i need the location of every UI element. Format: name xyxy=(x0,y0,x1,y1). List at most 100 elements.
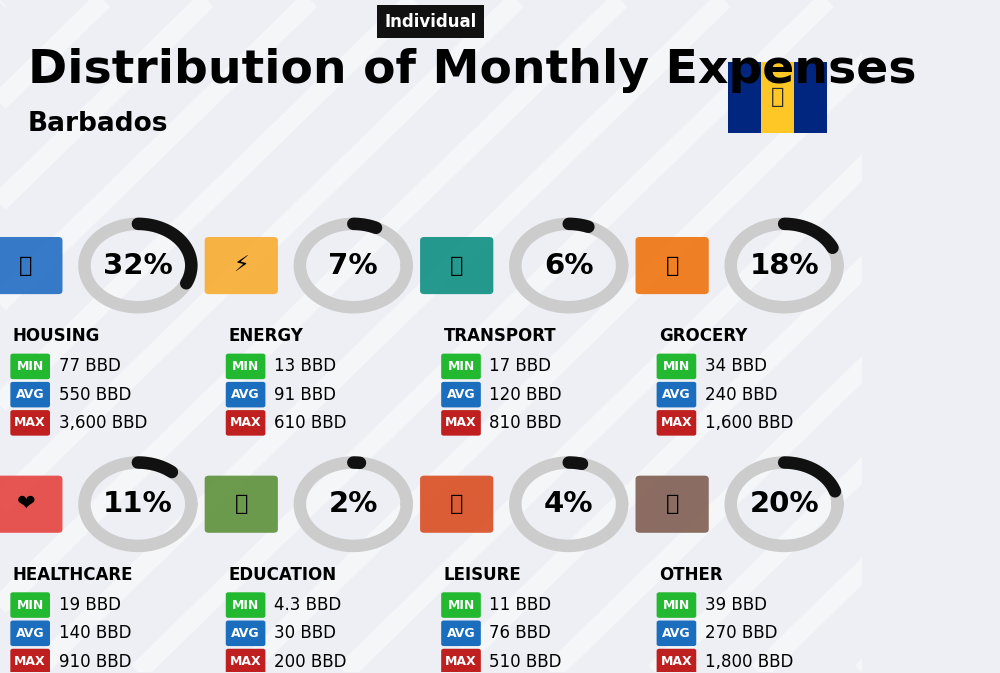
FancyBboxPatch shape xyxy=(636,237,709,294)
FancyBboxPatch shape xyxy=(657,621,696,646)
Text: HEALTHCARE: HEALTHCARE xyxy=(13,566,133,583)
Text: Barbados: Barbados xyxy=(28,111,168,137)
Text: GROCERY: GROCERY xyxy=(659,327,748,345)
FancyBboxPatch shape xyxy=(636,476,709,533)
Text: 19 BBD: 19 BBD xyxy=(59,596,121,614)
FancyBboxPatch shape xyxy=(10,649,50,673)
FancyBboxPatch shape xyxy=(0,476,62,533)
Text: MAX: MAX xyxy=(230,417,261,429)
Text: 510 BBD: 510 BBD xyxy=(489,653,562,670)
Text: MAX: MAX xyxy=(14,655,46,668)
Text: 🛍: 🛍 xyxy=(450,494,463,514)
Text: Distribution of Monthly Expenses: Distribution of Monthly Expenses xyxy=(28,48,916,93)
FancyBboxPatch shape xyxy=(441,382,481,407)
Text: 🎓: 🎓 xyxy=(235,494,248,514)
Text: 20%: 20% xyxy=(749,490,819,518)
FancyBboxPatch shape xyxy=(10,592,50,618)
FancyBboxPatch shape xyxy=(794,62,827,133)
Text: 🛒: 🛒 xyxy=(665,256,679,275)
Text: AVG: AVG xyxy=(447,388,475,401)
Text: 11 BBD: 11 BBD xyxy=(489,596,552,614)
Text: MIN: MIN xyxy=(447,360,475,373)
Text: OTHER: OTHER xyxy=(659,566,723,583)
FancyBboxPatch shape xyxy=(441,592,481,618)
FancyBboxPatch shape xyxy=(441,410,481,435)
Text: 7%: 7% xyxy=(328,252,378,279)
Text: 3,600 BBD: 3,600 BBD xyxy=(59,414,147,432)
Text: 🚌: 🚌 xyxy=(450,256,463,275)
Text: ⸵: ⸵ xyxy=(771,87,784,108)
Text: 39 BBD: 39 BBD xyxy=(705,596,767,614)
Text: 240 BBD: 240 BBD xyxy=(705,386,777,404)
Text: ENERGY: ENERGY xyxy=(228,327,303,345)
Text: MIN: MIN xyxy=(17,360,44,373)
Text: MAX: MAX xyxy=(661,417,692,429)
FancyBboxPatch shape xyxy=(420,237,493,294)
Text: Individual: Individual xyxy=(385,13,477,30)
Text: ⚡: ⚡ xyxy=(233,256,249,275)
Text: AVG: AVG xyxy=(447,627,475,640)
Text: AVG: AVG xyxy=(662,627,691,640)
Text: 4%: 4% xyxy=(544,490,593,518)
Text: MAX: MAX xyxy=(14,417,46,429)
Text: AVG: AVG xyxy=(16,388,44,401)
FancyBboxPatch shape xyxy=(657,592,696,618)
Text: 🏢: 🏢 xyxy=(19,256,33,275)
Text: MIN: MIN xyxy=(663,598,690,612)
Text: 17 BBD: 17 BBD xyxy=(489,357,551,376)
FancyBboxPatch shape xyxy=(441,621,481,646)
Text: 91 BBD: 91 BBD xyxy=(274,386,336,404)
Text: LEISURE: LEISURE xyxy=(444,566,522,583)
FancyBboxPatch shape xyxy=(10,382,50,407)
Text: 77 BBD: 77 BBD xyxy=(59,357,120,376)
Text: 30 BBD: 30 BBD xyxy=(274,625,336,642)
Text: MAX: MAX xyxy=(230,655,261,668)
Text: 1,600 BBD: 1,600 BBD xyxy=(705,414,793,432)
FancyBboxPatch shape xyxy=(420,476,493,533)
Text: 270 BBD: 270 BBD xyxy=(705,625,777,642)
Text: AVG: AVG xyxy=(231,388,260,401)
FancyBboxPatch shape xyxy=(10,410,50,435)
FancyBboxPatch shape xyxy=(226,592,265,618)
FancyBboxPatch shape xyxy=(205,476,278,533)
Text: MAX: MAX xyxy=(445,655,477,668)
Text: 6%: 6% xyxy=(544,252,593,279)
Text: 2%: 2% xyxy=(329,490,378,518)
FancyBboxPatch shape xyxy=(441,353,481,379)
Text: 💰: 💰 xyxy=(665,494,679,514)
FancyBboxPatch shape xyxy=(226,382,265,407)
Text: HOUSING: HOUSING xyxy=(13,327,100,345)
Text: 200 BBD: 200 BBD xyxy=(274,653,347,670)
FancyBboxPatch shape xyxy=(0,237,62,294)
Text: 11%: 11% xyxy=(103,490,173,518)
FancyBboxPatch shape xyxy=(10,621,50,646)
Text: 18%: 18% xyxy=(749,252,819,279)
Text: 810 BBD: 810 BBD xyxy=(489,414,562,432)
FancyBboxPatch shape xyxy=(657,382,696,407)
Text: 32%: 32% xyxy=(103,252,173,279)
Text: 4.3 BBD: 4.3 BBD xyxy=(274,596,341,614)
Text: 13 BBD: 13 BBD xyxy=(274,357,336,376)
FancyBboxPatch shape xyxy=(761,62,794,133)
Text: TRANSPORT: TRANSPORT xyxy=(444,327,556,345)
Text: MIN: MIN xyxy=(232,598,259,612)
Text: EDUCATION: EDUCATION xyxy=(228,566,336,583)
Text: MIN: MIN xyxy=(447,598,475,612)
Text: MIN: MIN xyxy=(17,598,44,612)
FancyBboxPatch shape xyxy=(226,410,265,435)
Text: 140 BBD: 140 BBD xyxy=(59,625,131,642)
FancyBboxPatch shape xyxy=(657,410,696,435)
Text: 76 BBD: 76 BBD xyxy=(489,625,551,642)
FancyBboxPatch shape xyxy=(226,353,265,379)
Text: MAX: MAX xyxy=(661,655,692,668)
Text: AVG: AVG xyxy=(662,388,691,401)
Text: AVG: AVG xyxy=(231,627,260,640)
FancyBboxPatch shape xyxy=(657,649,696,673)
FancyBboxPatch shape xyxy=(728,62,761,133)
Text: 550 BBD: 550 BBD xyxy=(59,386,131,404)
Text: MAX: MAX xyxy=(445,417,477,429)
FancyBboxPatch shape xyxy=(657,353,696,379)
FancyBboxPatch shape xyxy=(226,649,265,673)
Text: 120 BBD: 120 BBD xyxy=(489,386,562,404)
FancyBboxPatch shape xyxy=(226,621,265,646)
